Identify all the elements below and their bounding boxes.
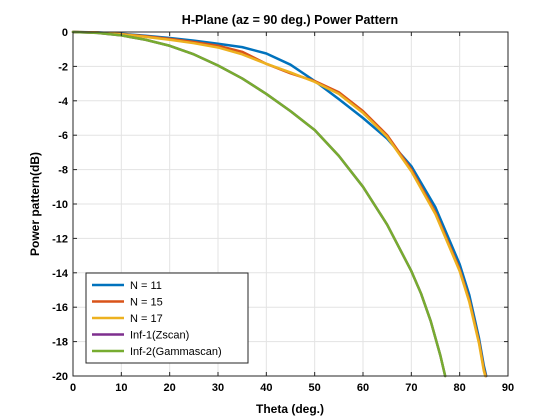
legend-entry: N = 17: [130, 313, 163, 325]
y-tick-label: -4: [58, 96, 69, 108]
x-tick-label: 30: [212, 382, 224, 394]
legend-entry: N = 15: [130, 297, 163, 309]
x-axis-label: Theta (deg.): [256, 402, 324, 416]
y-tick-label: -12: [52, 233, 68, 245]
series-lines: [71, 30, 488, 378]
y-tick-label: -10: [52, 199, 68, 211]
y-tick-label: -6: [58, 130, 68, 142]
y-tick-label: -8: [58, 165, 68, 177]
axis-ticks: 0 10 20 30 40 50 60 70 80 90 0 -2 -4 -6 -8 -10 -12 -14 -16…: [52, 27, 514, 394]
x-tick-label: 0: [70, 382, 76, 394]
y-tick-label: -20: [52, 371, 68, 383]
chart-title: H-Plane (az = 90 deg.) Power Pattern: [182, 13, 398, 27]
series-line-3: [71, 30, 487, 378]
x-tick-label: 90: [502, 382, 514, 394]
y-tick-label: 0: [62, 27, 68, 39]
y-tick-label: -14: [52, 268, 69, 280]
legend: N = 11 N = 15 N = 17 Inf-1(Zscan) Inf-2(Gamm…: [85, 272, 249, 364]
series-line-5: [71, 30, 447, 378]
x-tick-label: 70: [405, 382, 417, 394]
y-axis-label: Power pattern(dB): [28, 152, 42, 256]
y-tick-label: -2: [58, 61, 68, 73]
x-tick-label: 10: [115, 382, 127, 394]
legend-entry: Inf-2(Gammascan): [130, 346, 222, 358]
y-tick-label: -18: [52, 337, 68, 349]
x-tick-label: 50: [309, 382, 321, 394]
y-tick-label: -16: [52, 302, 68, 314]
x-tick-label: 60: [357, 382, 369, 394]
x-tick-label: 80: [454, 382, 466, 394]
legend-entry: Inf-1(Zscan): [130, 330, 189, 342]
legend-entry: N = 11: [130, 280, 162, 292]
x-tick-label: 20: [164, 382, 176, 394]
x-tick-label: 40: [260, 382, 272, 394]
